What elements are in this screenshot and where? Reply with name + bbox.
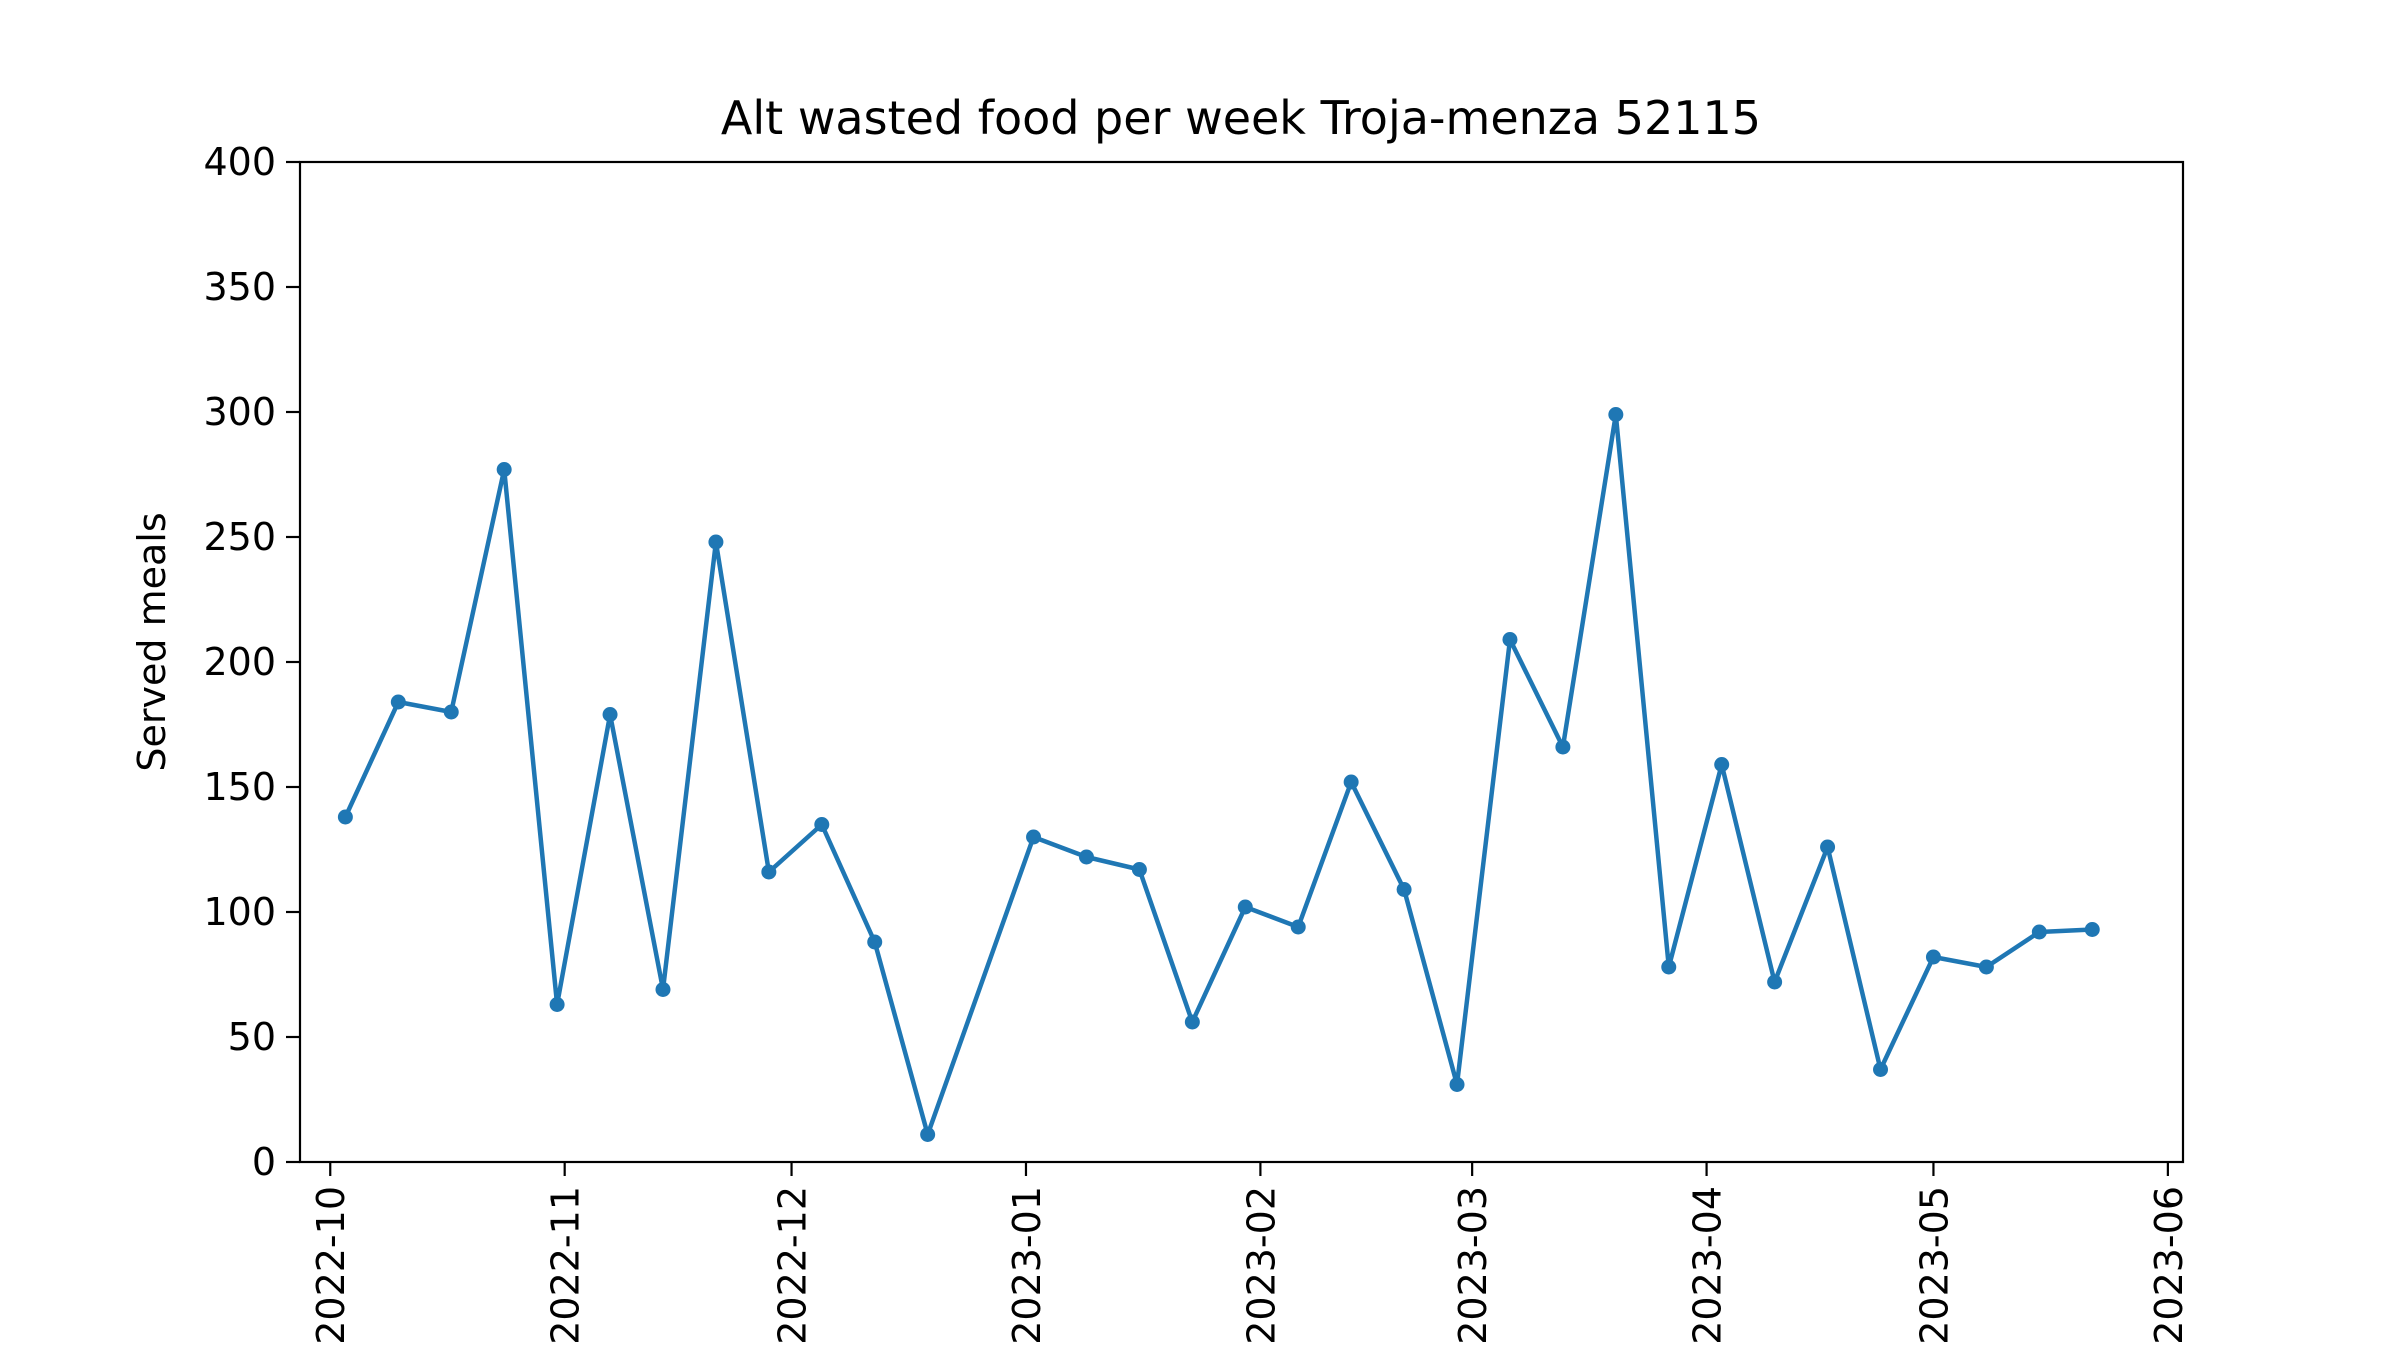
data-point [1925, 949, 1941, 965]
data-point [1026, 829, 1042, 845]
data-point [1873, 1062, 1889, 1077]
y-tick-label: 250 [203, 515, 276, 559]
data-point [1396, 882, 1412, 897]
y-tick-label: 300 [203, 390, 276, 434]
data-point [2084, 922, 2100, 937]
data-point [1714, 757, 1730, 772]
data-point [655, 982, 671, 997]
data-point [1131, 862, 1147, 877]
x-tick-label: 2023-03 [1451, 1186, 1495, 1345]
x-axis: 2022-10 2022-11 2022-12 2023-01 2023-02 2023-… [309, 1162, 2191, 1345]
data-point [602, 707, 618, 722]
y-axis: 0 50 100 150 200 250 300 350 400 [203, 140, 300, 1184]
data-point [1661, 959, 1677, 975]
data-point [1820, 839, 1836, 855]
x-tick-label: 2022-11 [544, 1186, 588, 1345]
data-point [814, 817, 830, 832]
data-point [1078, 849, 1094, 865]
data-point [708, 534, 724, 550]
data-point [1237, 899, 1253, 915]
data-point [390, 694, 406, 710]
x-tick-label: 2023-04 [1686, 1186, 1730, 1345]
series-layer [337, 407, 2100, 1142]
data-point [1343, 774, 1359, 790]
data-point [2031, 924, 2047, 940]
data-point [1555, 739, 1571, 755]
plot-frame [298, 160, 2185, 1164]
x-tick-label: 2022-12 [771, 1186, 815, 1345]
y-tick-label: 200 [203, 640, 276, 684]
y-tick-label: 350 [203, 265, 276, 309]
x-tick-label: 2023-01 [1005, 1186, 1049, 1345]
y-tick-label: 50 [228, 1015, 276, 1059]
data-point [1502, 632, 1518, 647]
x-tick-label: 2023-02 [1239, 1186, 1283, 1345]
y-tick-label: 400 [203, 140, 276, 184]
data-point [920, 1127, 936, 1142]
data-point [337, 809, 353, 825]
data-point [1290, 919, 1306, 935]
x-tick-label: 2023-06 [2147, 1186, 2191, 1345]
data-point [1767, 974, 1783, 990]
data-point [1978, 959, 1994, 975]
y-tick-label: 150 [203, 765, 276, 809]
x-tick-label: 2023-05 [1912, 1186, 1956, 1345]
data-point [1449, 1077, 1465, 1092]
y-tick-label: 100 [203, 890, 276, 934]
series-line [343, 412, 2093, 1137]
y-tick-label: 0 [252, 1140, 276, 1184]
y-axis-label: Served meals [130, 512, 174, 771]
data-point [867, 934, 883, 950]
x-tick-label: 2022-10 [309, 1186, 353, 1345]
data-point [496, 462, 512, 477]
data-point [443, 704, 459, 720]
chart-title: Alt wasted food per week Troja-menza 521… [721, 91, 1761, 145]
data-point [1184, 1014, 1200, 1030]
data-point [761, 864, 777, 880]
data-point [549, 997, 565, 1012]
data-point [1608, 407, 1624, 422]
